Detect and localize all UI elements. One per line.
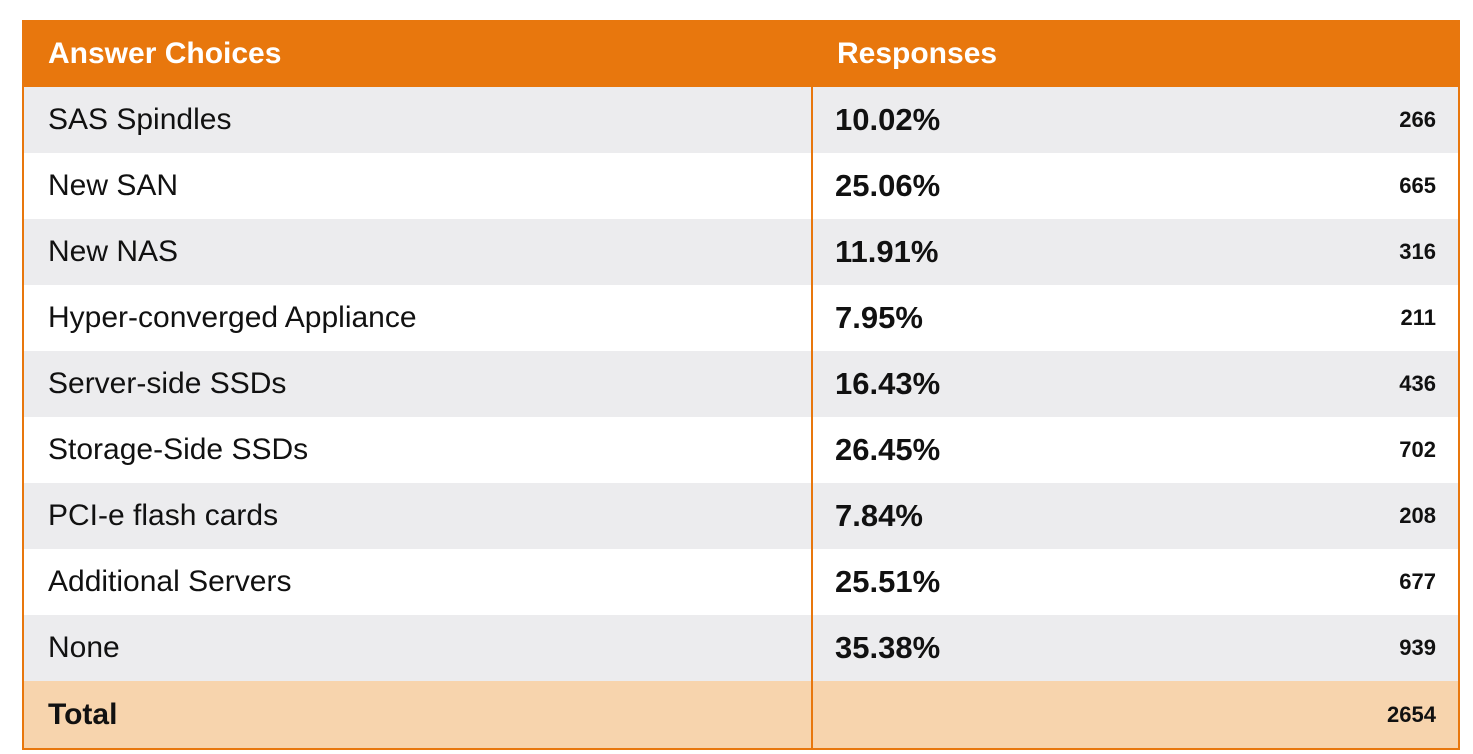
response-count: 677 <box>1399 569 1436 594</box>
response-percent: 16.43% <box>835 366 941 401</box>
response-count: 208 <box>1399 503 1436 528</box>
table-row: None 35.38% 939 <box>24 615 1458 681</box>
answer-choice-cell: Hyper-converged Appliance <box>24 285 813 351</box>
response-cell: 11.91% 316 <box>813 219 1458 285</box>
response-percent: 7.84% <box>835 498 923 533</box>
response-percent: 25.51% <box>835 564 941 599</box>
table-body: SAS Spindles 10.02% 266 New SAN 25.06% 665 New… <box>24 87 1458 681</box>
response-count: 939 <box>1399 635 1436 660</box>
response-percent: 25.06% <box>835 168 941 203</box>
total-responses: 2654 <box>813 681 1458 748</box>
response-count: 211 <box>1400 305 1437 330</box>
response-cell: 25.51% 677 <box>813 549 1458 615</box>
total-label: Total <box>24 681 813 748</box>
answer-choice-cell: Storage-Side SSDs <box>24 417 813 483</box>
answer-choice-cell: None <box>24 615 813 681</box>
response-cell: 7.95% 211 <box>813 285 1458 351</box>
answer-choice-cell: New NAS <box>24 219 813 285</box>
response-count: 266 <box>1399 107 1436 132</box>
answer-choice-cell: SAS Spindles <box>24 87 813 153</box>
answer-choice-cell: New SAN <box>24 153 813 219</box>
response-count: 316 <box>1399 239 1436 264</box>
answer-choice-cell: PCI-e flash cards <box>24 483 813 549</box>
response-percent: 7.95% <box>835 300 923 335</box>
response-cell: 25.06% 665 <box>813 153 1458 219</box>
table-row: PCI-e flash cards 7.84% 208 <box>24 483 1458 549</box>
table-row: Storage-Side SSDs 26.45% 702 <box>24 417 1458 483</box>
table-row: Hyper-converged Appliance 7.95% 211 <box>24 285 1458 351</box>
response-cell: 26.45% 702 <box>813 417 1458 483</box>
response-percent: 11.91% <box>835 234 939 269</box>
answer-choice-cell: Additional Servers <box>24 549 813 615</box>
response-percent: 35.38% <box>835 630 941 665</box>
response-count: 436 <box>1399 371 1436 396</box>
total-count: 2654 <box>1387 701 1436 727</box>
response-cell: 16.43% 436 <box>813 351 1458 417</box>
responses-table: Answer Choices Responses SAS Spindles 10.… <box>22 20 1460 750</box>
table-row: SAS Spindles 10.02% 266 <box>24 87 1458 153</box>
response-cell: 7.84% 208 <box>813 483 1458 549</box>
table-header: Answer Choices Responses <box>24 20 1458 87</box>
table-row: Additional Servers 25.51% 677 <box>24 549 1458 615</box>
response-cell: 35.38% 939 <box>813 615 1458 681</box>
answer-choice-cell: Server-side SSDs <box>24 351 813 417</box>
header-answer-choices: Answer Choices <box>48 36 282 70</box>
response-percent: 10.02% <box>835 102 941 137</box>
table-row: New SAN 25.06% 665 <box>24 153 1458 219</box>
response-cell: 10.02% 266 <box>813 87 1458 153</box>
header-responses: Responses <box>837 36 998 70</box>
total-row: Total 2654 <box>24 681 1458 748</box>
table-row: Server-side SSDs 16.43% 436 <box>24 351 1458 417</box>
response-count: 702 <box>1399 437 1436 462</box>
table-row: New NAS 11.91% 316 <box>24 219 1458 285</box>
response-count: 665 <box>1399 173 1436 198</box>
response-percent: 26.45% <box>835 432 941 467</box>
